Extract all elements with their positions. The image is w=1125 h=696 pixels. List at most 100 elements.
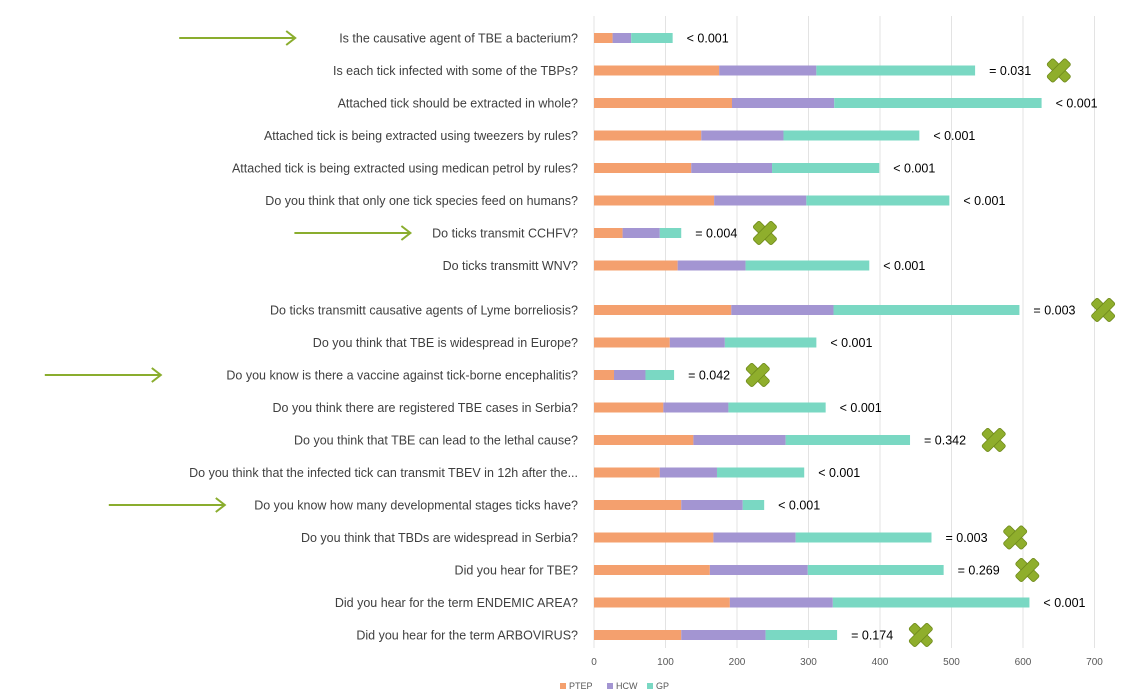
bar-gp <box>806 195 950 206</box>
bar-ptep <box>594 630 682 640</box>
p-value-label: < 0.001 <box>933 129 975 143</box>
bar-hcw <box>731 98 835 108</box>
bar-gp <box>765 630 838 640</box>
x-tick-label: 200 <box>729 657 746 668</box>
bar-ptep <box>594 565 710 575</box>
bar-gp <box>783 130 920 141</box>
category-label: Do you think that the infected tick can … <box>189 466 578 480</box>
bar-ptep <box>594 597 730 608</box>
bar-ptep <box>594 500 682 510</box>
bar-gp <box>832 597 1030 608</box>
bar-hcw <box>731 305 834 315</box>
bar-hcw <box>612 33 632 43</box>
category-label: Did you hear for the term ARBOVIRUS? <box>356 629 578 643</box>
x-tick-label: 300 <box>800 657 817 668</box>
category-label: Do you know how many developmental stage… <box>254 499 578 513</box>
bar-ptep <box>594 435 694 445</box>
bar-gp <box>772 163 880 173</box>
bar-hcw <box>709 565 808 575</box>
x-tick-label: 0 <box>591 657 597 668</box>
bar-ptep <box>594 33 613 43</box>
cross-bar <box>908 623 933 647</box>
legend-label-ptep: PTEP <box>569 681 593 691</box>
cross-bar <box>981 428 1006 452</box>
cross-bar <box>745 363 770 387</box>
arrow-icon <box>108 497 227 513</box>
arrow-icon <box>294 225 413 241</box>
bar-hcw <box>681 630 766 640</box>
arrow-icon <box>44 367 163 383</box>
arrow-head <box>151 367 163 383</box>
x-tick-label: 600 <box>1015 657 1032 668</box>
legend-swatch-ptep <box>560 683 566 689</box>
bar-ptep <box>594 130 702 141</box>
gridlines <box>593 16 1095 648</box>
bar-gp <box>631 33 673 43</box>
bar-gp <box>728 402 826 413</box>
cross-bar <box>1003 525 1028 550</box>
bar-ptep <box>594 98 732 108</box>
category-label: Is the causative agent of TBE a bacteriu… <box>339 32 578 46</box>
p-value-label: < 0.001 <box>893 162 935 176</box>
p-value-label: = 0.042 <box>688 369 730 383</box>
category-label: Do you know is there a vaccine against t… <box>226 369 578 383</box>
bars <box>594 33 1042 640</box>
bar-ptep <box>594 467 660 478</box>
bar-hcw <box>691 163 773 173</box>
bar-gp <box>834 98 1042 108</box>
x-tick-label: 700 <box>1086 657 1103 668</box>
category-label: Attached tick is being extracted using m… <box>232 162 578 176</box>
bar-gp <box>795 532 932 543</box>
category-label: Do ticks transmit CCHFV? <box>432 227 578 241</box>
p-value-label: = 0.342 <box>924 434 966 448</box>
arrow-head <box>285 30 297 46</box>
category-label: Do ticks transmitt WNV? <box>443 259 578 273</box>
legend-label-gp: GP <box>656 681 669 691</box>
bar-hcw <box>614 370 646 380</box>
legend-swatch-hcw <box>607 683 613 689</box>
bar-hcw <box>677 260 746 271</box>
bar-ptep <box>594 195 715 206</box>
bar-hcw <box>713 532 796 543</box>
p-value-label: = 0.003 <box>945 531 987 545</box>
p-value-label: = 0.174 <box>851 629 893 643</box>
bar-hcw <box>659 467 717 478</box>
x-tick-label: 500 <box>943 657 960 668</box>
bar-hcw <box>701 130 784 141</box>
category-label: Attached tick should be extracted in who… <box>338 97 578 111</box>
arrow-head <box>400 225 413 241</box>
category-label: Did you hear for TBE? <box>455 564 578 578</box>
bar-gp <box>742 500 765 510</box>
p-value-label: < 0.001 <box>1043 596 1085 610</box>
bar-gp <box>816 65 976 76</box>
bar-gp <box>807 565 944 575</box>
bar-gp <box>659 228 682 238</box>
bar-ptep <box>594 402 664 413</box>
bar-gp <box>745 260 870 271</box>
bar-ptep <box>594 337 670 348</box>
arrow-head <box>215 497 227 513</box>
cross-mark <box>752 221 777 245</box>
cross-bar <box>752 221 777 245</box>
bar-gp <box>724 337 817 348</box>
legend: PTEP HCW GP <box>560 681 669 691</box>
bar-gp <box>645 370 675 380</box>
bar-hcw <box>693 435 786 445</box>
p-value-label: < 0.001 <box>1056 97 1098 111</box>
bar-ptep <box>594 532 714 543</box>
category-label: Is each tick infected with some of the T… <box>333 64 578 78</box>
category-label: Did you hear for the term ENDEMIC AREA? <box>335 596 578 610</box>
p-value-label: < 0.001 <box>883 259 925 273</box>
p-value-label: < 0.001 <box>778 499 820 513</box>
p-value-label: = 0.269 <box>958 564 1000 578</box>
p-value-label: = 0.003 <box>1033 304 1075 318</box>
cross-mark <box>1091 298 1116 322</box>
x-axis-ticks: 0 100 200 300 400 500 600 700 <box>591 657 1103 668</box>
bar-ptep <box>594 163 692 173</box>
bar-hcw <box>719 65 817 76</box>
bar-ptep <box>594 305 732 315</box>
bar-hcw <box>729 597 833 608</box>
category-label: Do you think that TBDs are widespread in… <box>301 531 578 545</box>
p-value-label: = 0.004 <box>695 227 737 241</box>
arrow-icon <box>179 30 297 46</box>
